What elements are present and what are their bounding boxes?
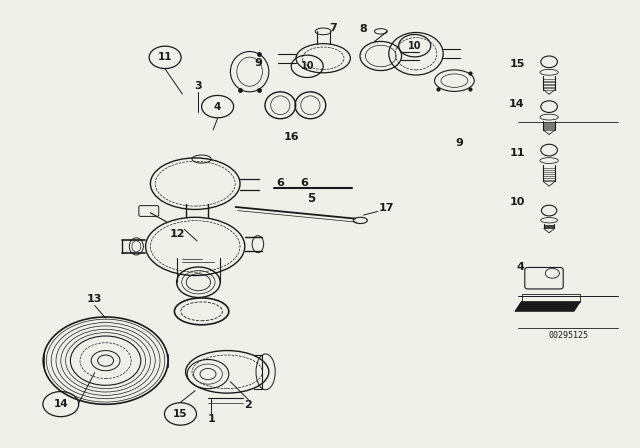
Text: 2: 2 <box>244 401 252 410</box>
Text: 9: 9 <box>255 58 262 68</box>
Text: 14: 14 <box>509 99 525 109</box>
Text: 7: 7 <box>329 23 337 33</box>
Text: 12: 12 <box>170 229 186 239</box>
Text: 6: 6 <box>300 178 308 188</box>
Text: 10: 10 <box>300 61 314 71</box>
Text: 15: 15 <box>509 59 525 69</box>
Text: 14: 14 <box>54 399 68 409</box>
Text: 17: 17 <box>379 203 394 213</box>
Text: 3: 3 <box>195 81 202 91</box>
Text: 4: 4 <box>214 102 221 112</box>
Text: 10: 10 <box>509 198 525 207</box>
Text: 4: 4 <box>517 262 525 271</box>
Text: 11: 11 <box>509 148 525 158</box>
Text: 00295125: 00295125 <box>548 331 588 340</box>
Text: 8: 8 <box>360 24 367 34</box>
Text: 5: 5 <box>307 191 315 205</box>
Text: 13: 13 <box>87 294 102 304</box>
Text: 1: 1 <box>207 414 215 424</box>
Text: 16: 16 <box>284 132 300 142</box>
Text: 10: 10 <box>408 41 422 51</box>
Text: 9: 9 <box>456 138 463 148</box>
Text: 15: 15 <box>173 409 188 419</box>
Polygon shape <box>515 302 580 311</box>
Text: 11: 11 <box>158 52 172 62</box>
Text: 6: 6 <box>276 178 284 188</box>
